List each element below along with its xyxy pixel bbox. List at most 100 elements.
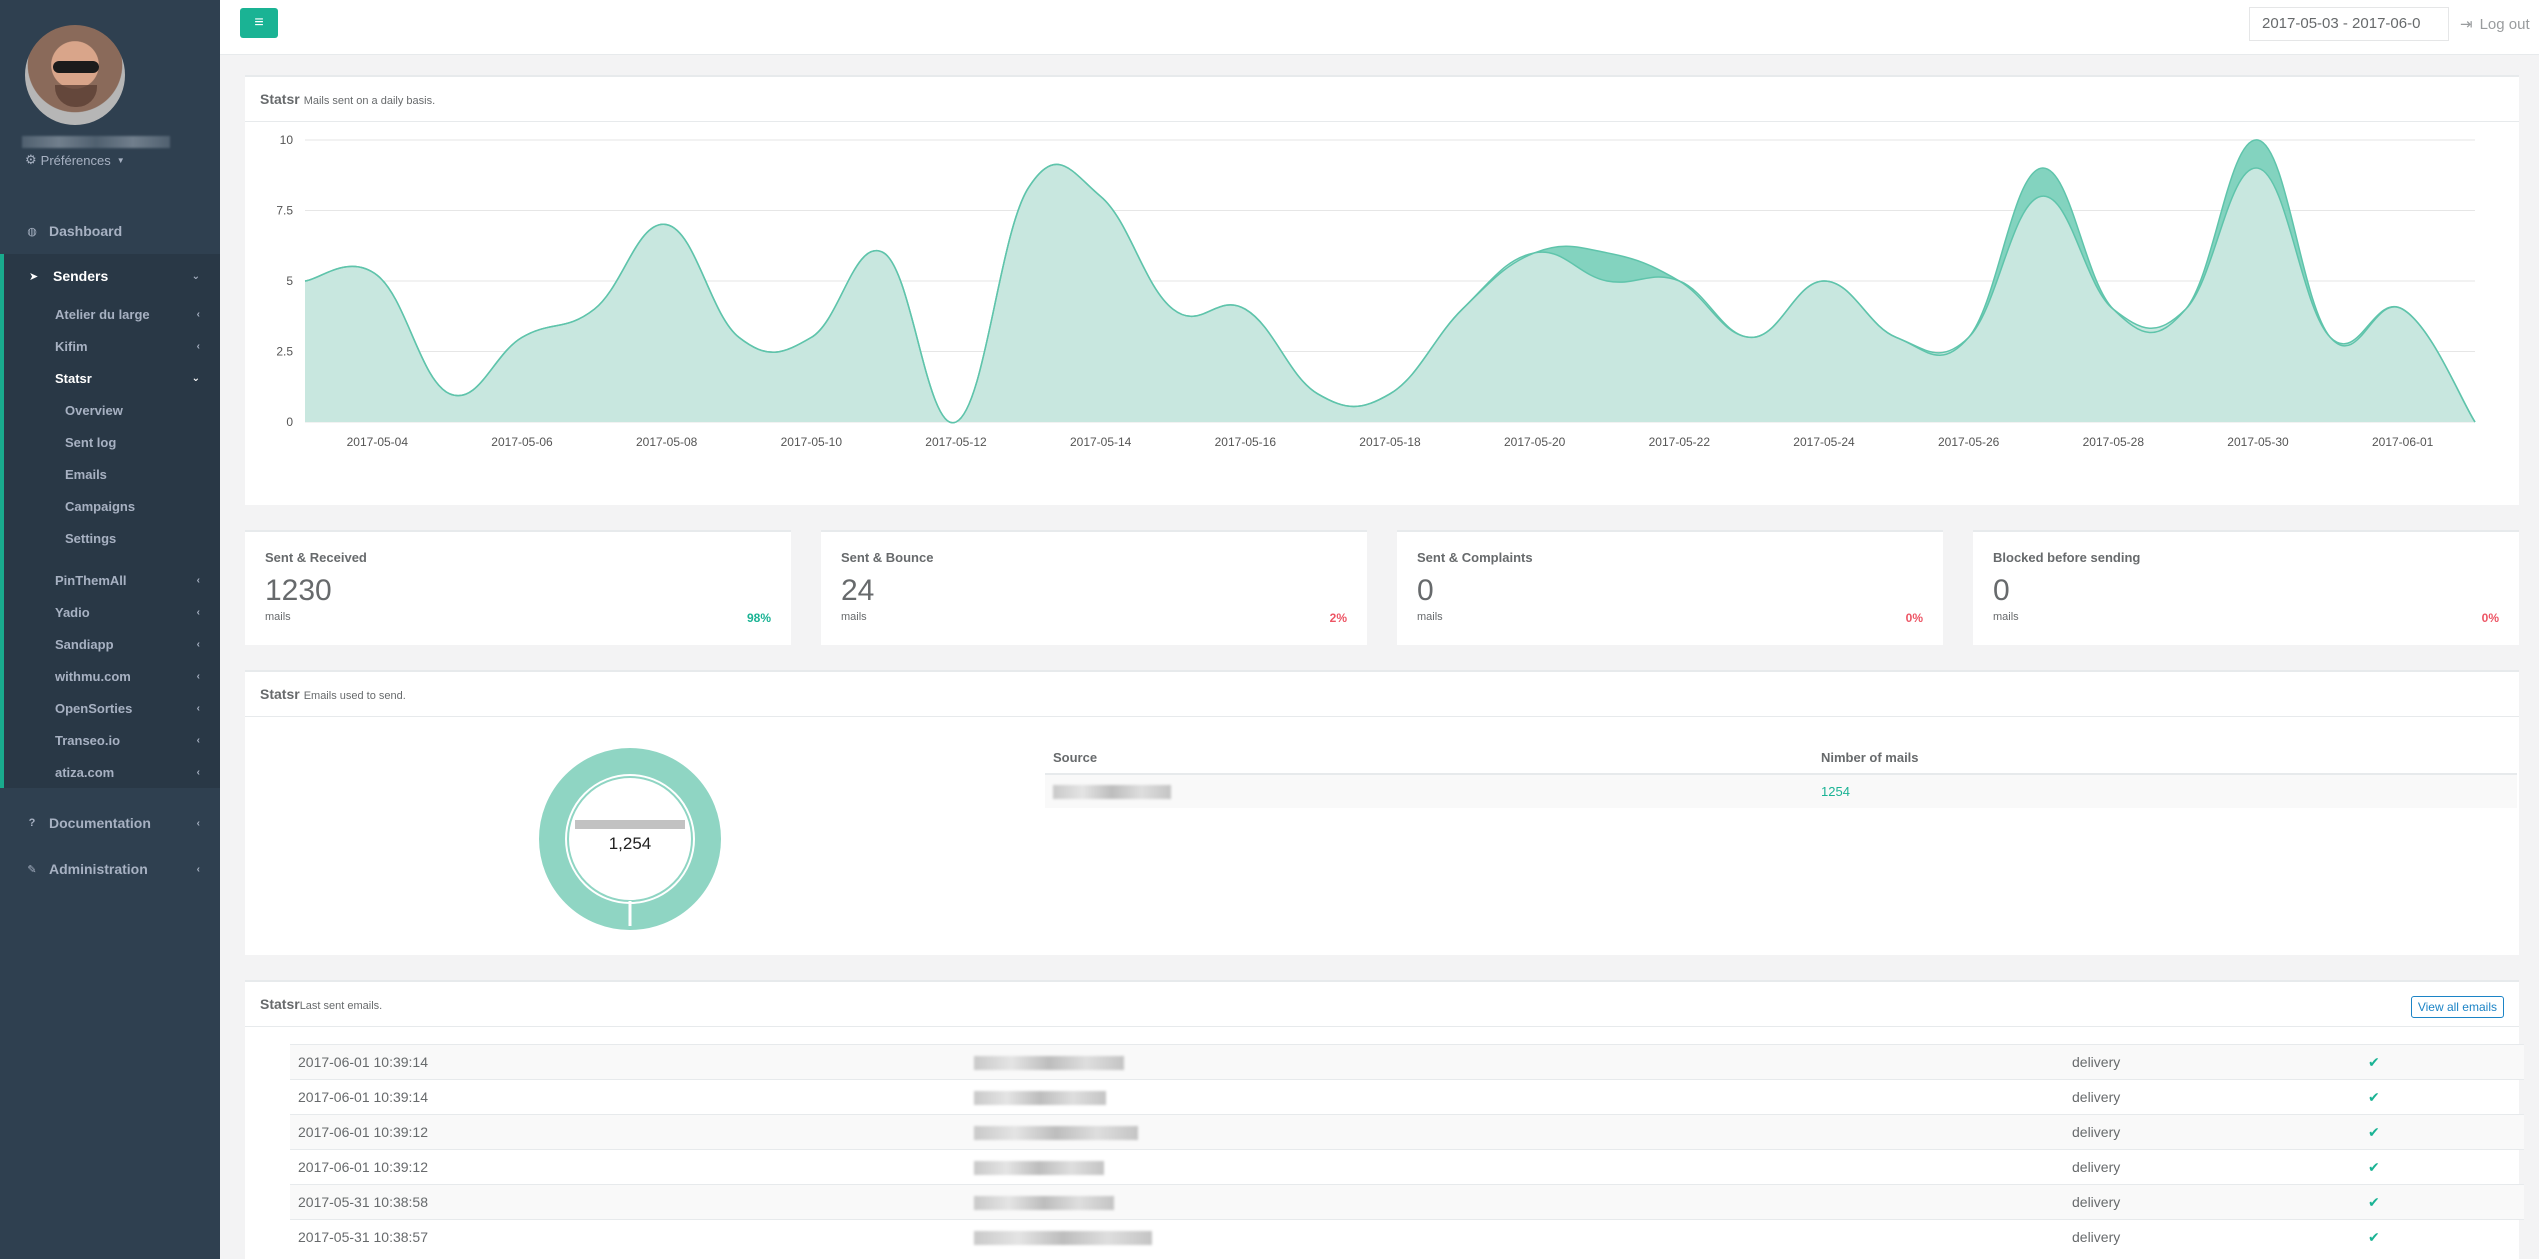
sender-pinthemall[interactable]: PinThemAll ‹: [4, 564, 220, 596]
chevron-left-icon: ‹: [196, 734, 200, 746]
count-link[interactable]: 1254: [1821, 784, 1850, 799]
table-row[interactable]: 2017-05-31 10:38:57 delivery ✔: [290, 1219, 2524, 1255]
chevron-left-icon: ‹: [196, 817, 200, 829]
email-status: delivery: [2064, 1044, 2360, 1080]
daily-mails-chart: 0 2.5 5 7.5 10 2017-05-04 2017-05-06 2017-05-08…: [276, 133, 2476, 449]
nav-senders-label: Senders: [53, 268, 109, 284]
email-date: 2017-06-01 10:39:14: [290, 1079, 966, 1115]
date-range-input[interactable]: 2017-05-03 - 2017-06-0: [2249, 7, 2449, 41]
emails-table: 2017-06-01 10:39:14 delivery ✔ 2017-06-0…: [290, 1044, 2524, 1255]
avatar-beard: [55, 85, 97, 107]
statsr-emails[interactable]: Emails: [4, 458, 220, 490]
status-cell: ✔: [2360, 1149, 2524, 1185]
count-cell: 1254: [1813, 773, 2517, 808]
sender-withmu[interactable]: withmu.com ‹: [4, 660, 220, 692]
top-navbar: ≡ 2017-05-03 - 2017-06-0 ⇥ Log out: [220, 0, 2539, 55]
email-status: delivery: [2064, 1219, 2360, 1255]
statsr-overview[interactable]: Overview: [4, 394, 220, 426]
sender-atiza[interactable]: atiza.com ‹: [4, 756, 220, 788]
sender-sandiapp[interactable]: Sandiapp ‹: [4, 628, 220, 660]
preferences-label: Préférences: [40, 152, 111, 168]
sender-statsr[interactable]: Statsr ⌄: [4, 362, 220, 394]
email-redacted: [974, 1196, 1114, 1211]
table-row[interactable]: 2017-05-31 10:38:58 delivery ✔: [290, 1184, 2524, 1220]
email-address-cell: [966, 1079, 2064, 1115]
sender-yadio[interactable]: Yadio ‹: [4, 596, 220, 628]
stat-unit: mails: [1993, 611, 2019, 623]
table-row[interactable]: 2017-06-01 10:39:14 delivery ✔: [290, 1079, 2524, 1115]
statsr-campaigns[interactable]: Campaigns: [4, 490, 220, 522]
table-row[interactable]: 2017-06-01 10:39:12 delivery ✔: [290, 1114, 2524, 1150]
nav-senders[interactable]: ➤ Senders ⌄: [4, 254, 220, 298]
stat-percent: 0%: [1905, 611, 1923, 625]
panel-title-text: Statsr: [260, 996, 300, 1012]
sign-out-icon: ⇥: [2460, 16, 2473, 33]
stat-value: 0: [1417, 574, 1434, 607]
statsr-sent-log[interactable]: Sent log: [4, 426, 220, 458]
statsr-item-label: Sent log: [65, 434, 117, 450]
nav-administration-label: Administration: [49, 861, 148, 877]
logout-link[interactable]: ⇥ Log out: [2460, 15, 2530, 34]
statsr-item-label: Campaigns: [65, 498, 136, 514]
sender-label: Transeo.io: [55, 732, 121, 748]
x-tick-label: 2017-05-12: [925, 435, 987, 449]
col-count: Nimber of mails: [1813, 742, 2517, 775]
question-circle-icon: ?: [28, 817, 36, 829]
chevron-left-icon: ‹: [196, 340, 200, 352]
username-redacted: [22, 136, 170, 148]
stat-blocked: Blocked before sending 0 mails 0%: [1973, 530, 2519, 645]
y-tick-label: 7.5: [276, 204, 293, 218]
nav-documentation[interactable]: ? Documentation ‹: [0, 800, 220, 846]
donut-source-redacted: [575, 820, 685, 829]
sender-opensorties[interactable]: OpenSorties ‹: [4, 692, 220, 724]
statsr-item-label: Settings: [65, 530, 117, 546]
x-tick-label: 2017-05-28: [2083, 435, 2145, 449]
sources-table: Source Nimber of mails 1254: [1045, 742, 2517, 808]
statsr-item-label: Overview: [65, 402, 123, 418]
toggle-sidebar-button[interactable]: ≡: [240, 8, 278, 38]
status-cell: ✔: [2360, 1184, 2524, 1220]
email-date: 2017-06-01 10:39:12: [290, 1114, 966, 1150]
source-cell: [1045, 773, 1813, 808]
nav-dashboard[interactable]: ◍ Dashboard: [0, 208, 220, 254]
x-tick-label: 2017-05-30: [2227, 435, 2289, 449]
avatar[interactable]: [25, 25, 125, 125]
chevron-left-icon: ‹: [196, 670, 200, 682]
sender-atelier-du-large[interactable]: Atelier du large ‹: [4, 298, 220, 330]
source-redacted: [1053, 785, 1171, 800]
x-tick-label: 2017-05-26: [1938, 435, 2000, 449]
sender-transeo[interactable]: Transeo.io ‹: [4, 724, 220, 756]
dashboard-icon: ◍: [27, 225, 37, 238]
email-redacted: [974, 1231, 1152, 1246]
status-cell: ✔: [2360, 1114, 2524, 1150]
view-all-emails-button[interactable]: View all emails: [2410, 996, 2504, 1018]
statsr-item-label: Emails: [65, 466, 107, 482]
panel-title-text: Statsr: [260, 686, 300, 702]
panel-title: StatsrLast sent emails.: [245, 982, 2519, 1027]
panel-subtitle: Mails sent on a daily basis.: [303, 95, 436, 107]
status-cell: ✔: [2360, 1079, 2524, 1115]
nav-administration[interactable]: ✎ Administration ‹: [0, 846, 220, 892]
sender-kifim[interactable]: Kifim ‹: [4, 330, 220, 362]
email-redacted: [974, 1056, 1124, 1071]
email-date: 2017-06-01 10:39:12: [290, 1149, 966, 1185]
x-tick-label: 2017-05-20: [1504, 435, 1566, 449]
table-row[interactable]: 2017-06-01 10:39:14 delivery ✔: [290, 1044, 2524, 1080]
preferences-dropdown[interactable]: ⚙ Préférences ▼: [25, 152, 125, 168]
table-header-row: Source Nimber of mails: [1045, 742, 2517, 775]
x-tick-label: 2017-05-18: [1359, 435, 1421, 449]
chevron-left-icon: ‹: [196, 308, 200, 320]
chevron-left-icon: ‹: [196, 638, 200, 650]
stat-value: 0: [1993, 574, 2010, 607]
nav-senders-group: ➤ Senders ⌄ Atelier du large ‹ Kifim ‹ Sta…: [0, 254, 220, 788]
email-status: delivery: [2064, 1079, 2360, 1115]
statsr-settings[interactable]: Settings: [4, 522, 220, 554]
sender-label: Statsr: [55, 370, 92, 386]
stat-sent-bounce: Sent & Bounce 24 mails 2%: [821, 530, 1367, 645]
panel-title-text: Statsr: [260, 91, 300, 107]
x-tick-label: 2017-05-06: [491, 435, 553, 449]
stat-unit: mails: [1417, 611, 1443, 623]
sender-label: Yadio: [55, 604, 90, 620]
table-row[interactable]: 2017-06-01 10:39:12 delivery ✔: [290, 1149, 2524, 1185]
check-icon: ✔: [2368, 1193, 2380, 1210]
